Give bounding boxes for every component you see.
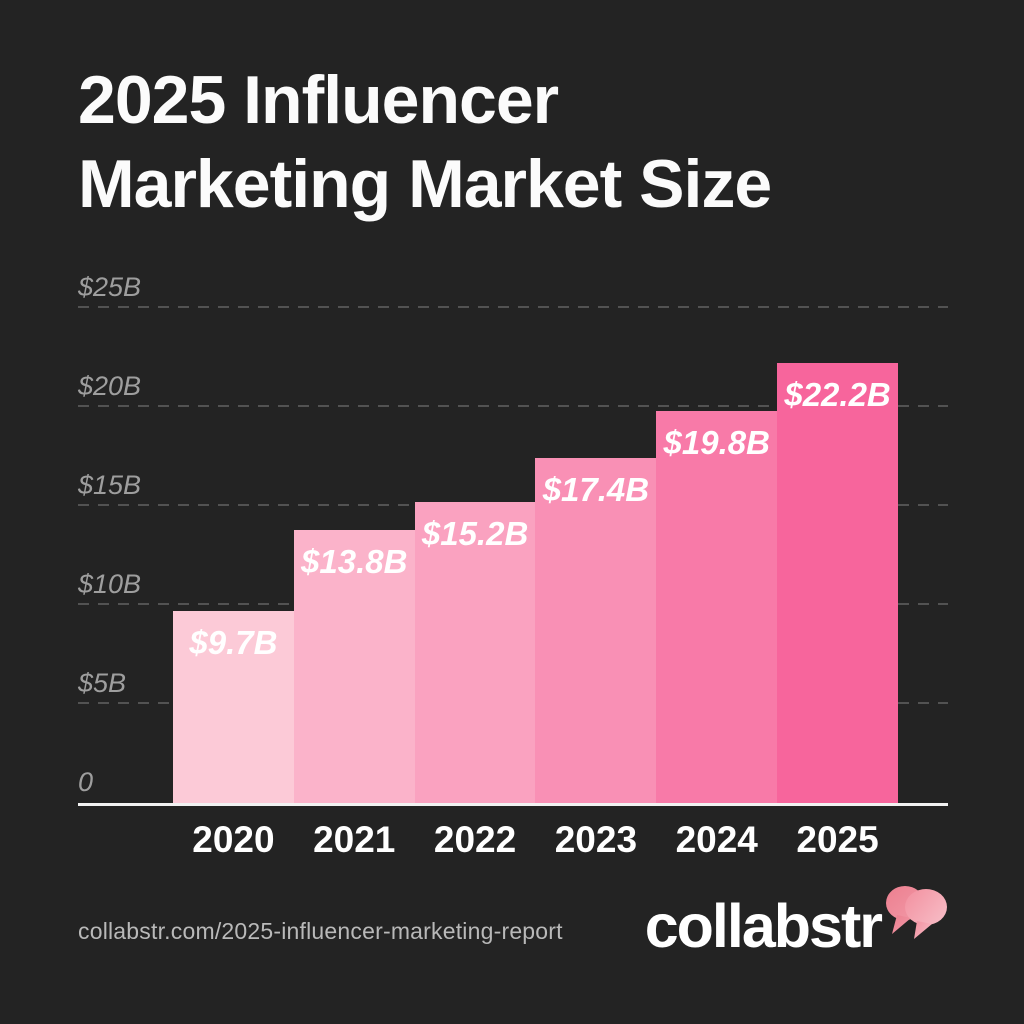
logo-wordmark: collabstr (644, 892, 883, 960)
bar-2023: $17.4B (535, 458, 657, 803)
page-title: 2025 Influencer Marketing Market Size (78, 58, 772, 226)
x-tick-label-2022: 2022 (433, 819, 517, 860)
bar-2025: $22.2B (777, 363, 898, 803)
x-tick-label-2025: 2025 (796, 819, 879, 860)
y-tick-label: $5B (78, 668, 127, 698)
bar-2021: $13.8B (293, 529, 415, 803)
bar-value-label: $17.4B (542, 471, 650, 509)
bar-value-label: $9.7B (189, 623, 278, 661)
x-tick-label-2024: 2024 (675, 819, 758, 860)
x-tick-label-2023: 2023 (554, 819, 638, 860)
gridline-25 (78, 306, 948, 308)
source-url: collabstr.com/2025-influencer-marketing-… (78, 918, 563, 944)
bar-value-label: $13.8B (301, 542, 408, 580)
x-tick-label-2020: 2020 (192, 819, 275, 860)
bar-2022: $15.2B (414, 502, 536, 803)
bar-value-label: $15.2B (421, 515, 529, 553)
bar-value-label: $22.2B (784, 376, 891, 414)
y-tick-label: $20B (78, 371, 142, 401)
gridline-20 (78, 405, 948, 407)
y-tick-label: $25B (78, 272, 142, 302)
y-tick-label: $10B (78, 569, 142, 599)
x-tick-label-2021: 2021 (313, 819, 396, 860)
bubble-front (905, 889, 947, 939)
title-line-2: Marketing Market Size (78, 146, 772, 222)
y-tick-label: $15B (78, 470, 142, 500)
title-line-1: 2025 Influencer (78, 62, 559, 138)
bar-2024: $19.8B (656, 410, 778, 803)
bar-2020: $9.7B (173, 610, 294, 803)
speech-bubbles-icon (886, 886, 947, 939)
y-tick-label: 0 (78, 767, 94, 797)
bar-value-label: $19.8B (663, 423, 770, 461)
collabstr-logo: collabstr (645, 882, 950, 957)
bar-chart: $25B $20B $15B $10B $5B 0 $9.7B 2020 $13.8B 2021… (78, 274, 948, 860)
